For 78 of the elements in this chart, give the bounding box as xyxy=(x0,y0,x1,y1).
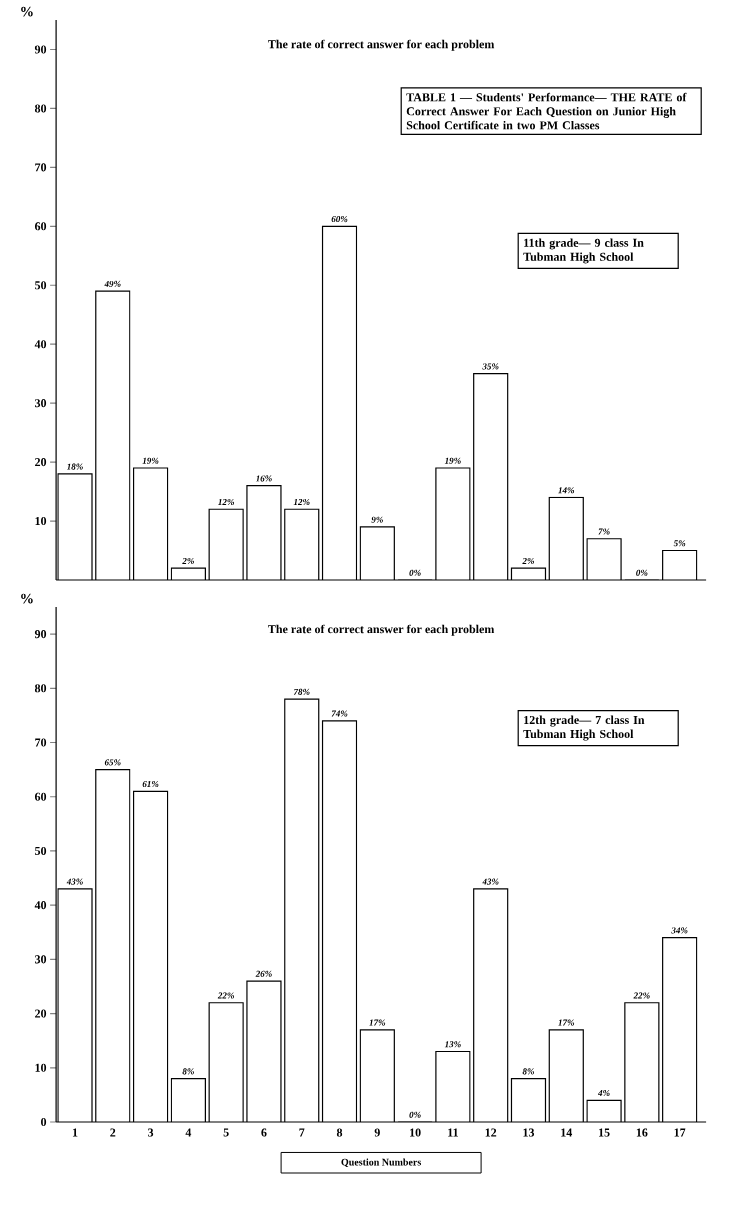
y-tick-label: 20 xyxy=(35,1009,47,1018)
data-label: 8% xyxy=(182,1068,194,1075)
x-tick-label: 4 xyxy=(185,1128,192,1137)
x-tick-label: 7 xyxy=(299,1128,305,1137)
x-tick-label: 13 xyxy=(523,1128,535,1137)
data-label: 26% xyxy=(255,970,272,977)
x-tick-label: 11 xyxy=(448,1128,458,1137)
data-label: 43% xyxy=(482,878,499,885)
data-label: 0% xyxy=(409,569,421,576)
y-tick-label: 60 xyxy=(34,222,47,231)
x-tick-label: 10 xyxy=(410,1128,421,1137)
data-label: 60% xyxy=(331,216,348,223)
data-label: 9% xyxy=(371,516,383,523)
y-tick-label: 40 xyxy=(34,901,47,910)
data-label: 5% xyxy=(673,540,686,547)
x-tick-label: 3 xyxy=(148,1128,154,1137)
data-label: 65% xyxy=(104,759,121,766)
x-tick-label: 5 xyxy=(223,1128,229,1137)
data-label: 14% xyxy=(558,487,575,494)
y-tick-label: 40 xyxy=(34,340,47,349)
data-label: 16% xyxy=(255,475,272,482)
data-label: 78% xyxy=(293,688,310,695)
y-tick-label: 80 xyxy=(34,104,47,113)
data-label: 12% xyxy=(293,498,310,506)
y-axis-title: % xyxy=(21,593,33,604)
x-tick-label: 2 xyxy=(110,1128,116,1137)
x-tick-label: 17 xyxy=(674,1128,686,1137)
data-label: 2% xyxy=(522,557,535,565)
data-label: 0% xyxy=(636,569,648,576)
x-tick-label: 16 xyxy=(636,1128,648,1137)
x-tick-label: 14 xyxy=(561,1128,573,1137)
data-label: 19% xyxy=(142,457,159,464)
y-tick-label: 20 xyxy=(35,458,47,467)
data-label: 17% xyxy=(558,1019,575,1026)
x-tick-label: 6 xyxy=(261,1128,267,1137)
x-tick-label: 12 xyxy=(485,1128,497,1137)
data-label: 43% xyxy=(66,878,83,885)
data-label: 22% xyxy=(217,992,234,999)
data-label: 7% xyxy=(598,528,610,535)
y-tick-label: 50 xyxy=(35,281,47,290)
data-label: 61% xyxy=(142,781,159,788)
x-axis-title: Question Numbers xyxy=(341,1158,421,1168)
annotation: TABLE 1 — Students' Performance— THE RATE of Correct Answer For Each Question on Junior High School Certificate in two PM Classes xyxy=(406,92,687,130)
data-label: 22% xyxy=(633,992,650,999)
y-tick-label: 30 xyxy=(35,955,47,964)
y-tick-label: 50 xyxy=(35,846,47,855)
data-label: 0% xyxy=(409,1111,421,1118)
data-label: 18% xyxy=(66,463,83,470)
data-label: 8% xyxy=(522,1068,535,1075)
y-tick-label: 30 xyxy=(35,399,47,408)
data-label: 19% xyxy=(444,457,461,464)
data-label: 4% xyxy=(597,1090,610,1097)
data-label: 74% xyxy=(331,710,348,717)
text: The rate of correct answer for each problem xyxy=(268,39,495,51)
y-tick-label: 90 xyxy=(34,45,47,54)
y-tick-label: 10 xyxy=(35,517,47,526)
y-axis-title: % xyxy=(21,6,33,17)
y-tick-label: 90 xyxy=(34,630,47,639)
annotation: 12th grade— 7 class In Tubman High School xyxy=(523,715,645,741)
data-label: 2% xyxy=(182,557,194,565)
annotation: 11th grade— 9 class In Tubman High School xyxy=(523,238,644,264)
data-label: 34% xyxy=(671,927,688,934)
x-tick-label: 15 xyxy=(599,1128,610,1137)
y-tick-label: 60 xyxy=(34,792,47,801)
data-label: 13% xyxy=(444,1041,461,1048)
x-tick-label: 9 xyxy=(374,1128,380,1137)
y-tick-label: 70 xyxy=(35,738,47,747)
data-label: 17% xyxy=(369,1019,386,1026)
y-tick-label: 80 xyxy=(34,684,47,693)
text: The rate of correct answer for each problem xyxy=(268,624,495,636)
x-tick-label: 8 xyxy=(336,1128,343,1137)
data-label: 12% xyxy=(218,498,234,506)
y-tick-label: 70 xyxy=(35,163,47,172)
data-label: 35% xyxy=(482,363,499,370)
data-label: 49% xyxy=(104,280,121,287)
x-tick-label: 1 xyxy=(72,1128,78,1137)
y-tick-label: 10 xyxy=(35,1063,47,1072)
y-tick-label: 0 xyxy=(41,1117,47,1127)
